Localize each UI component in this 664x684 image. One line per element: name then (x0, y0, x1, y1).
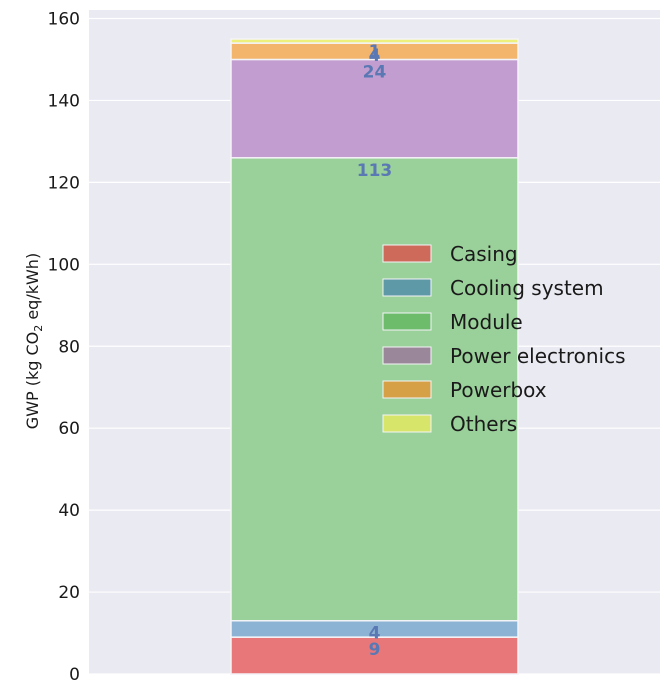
y-axis-label: GWP (kg CO2 eq/kWh) (23, 253, 45, 429)
y-tick-label: 60 (58, 419, 80, 439)
data-label-powerbox: 4 (369, 46, 381, 66)
y-tick-label: 120 (48, 173, 80, 193)
legend-swatch (382, 414, 432, 433)
data-label-others: 1 (369, 42, 381, 62)
data-label-cooling-system: 4 (369, 624, 381, 644)
data-label-casing: 9 (369, 640, 381, 660)
bar-segment-casing (230, 636, 519, 675)
y-tick-label: 100 (48, 255, 80, 275)
bar-segment-module (230, 157, 519, 622)
y-tick-label: 140 (48, 91, 80, 111)
legend-label: Power electronics (450, 344, 626, 368)
bar-segment-others (230, 38, 519, 44)
legend-label: Powerbox (450, 378, 547, 402)
bar-segment-power-electronics (230, 58, 519, 159)
bar-segments (230, 38, 519, 675)
y-tick-label: 20 (58, 583, 80, 603)
legend-label: Module (450, 310, 523, 334)
data-label-power-electronics: 24 (363, 62, 387, 82)
y-tick-labels: 0 20 40 60 80 100 120 140 160 (48, 10, 80, 684)
data-label-module: 113 (357, 161, 393, 181)
y-axis-label-part-2: eq/kWh) (23, 253, 42, 325)
y-tick-label: 0 (69, 665, 80, 684)
legend: Casing Cooling system Module Power electron… (382, 242, 626, 436)
y-tick-label: 40 (58, 501, 80, 521)
legend-label: Others (450, 412, 517, 436)
legend-label: Cooling system (450, 276, 604, 300)
y-tick-label: 80 (58, 337, 80, 357)
legend-swatch (382, 380, 432, 399)
legend-swatch (382, 346, 432, 365)
legend-label: Casing (450, 242, 518, 266)
y-tick-label: 160 (48, 10, 80, 30)
y-axis-label-subscript: 2 (32, 325, 45, 332)
legend-swatch (382, 278, 432, 297)
legend-swatch (382, 244, 432, 263)
y-axis-label-part-1: GWP (kg CO (23, 332, 42, 429)
legend-swatch (382, 312, 432, 331)
